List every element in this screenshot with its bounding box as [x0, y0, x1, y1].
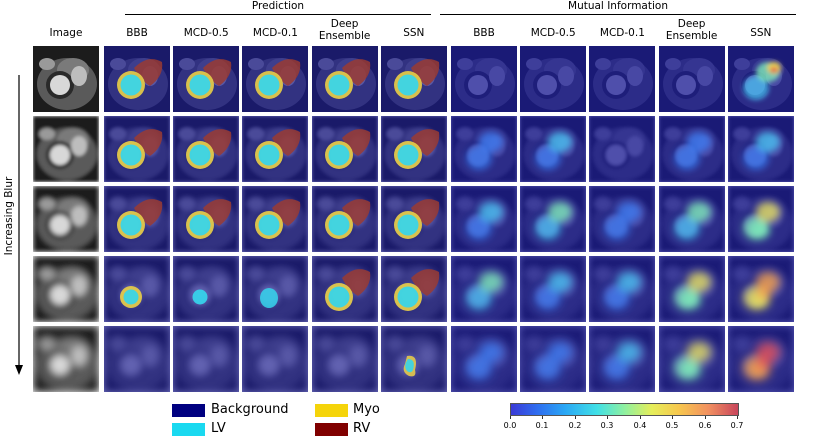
mutual-information-group-underline	[440, 14, 796, 15]
colorbar-tick-label: 0.5	[665, 421, 679, 430]
column-header-prediction-bbb: BBB	[126, 27, 148, 39]
colorbar-tick-label: 0.0	[503, 421, 517, 430]
colorbar-tick-label: 0.3	[600, 421, 614, 430]
prediction-group-underline	[125, 14, 431, 15]
mutual-information-cell	[659, 116, 725, 182]
colorbar-tick-mark	[575, 416, 576, 419]
prediction-cell	[173, 116, 239, 182]
prediction-cell	[242, 116, 308, 182]
mutual-information-cell	[728, 256, 794, 322]
column-header-mi-ssn: SSN	[750, 27, 772, 39]
legend-label-myo: Myo	[353, 402, 380, 417]
mutual-information-cell	[589, 116, 655, 182]
column-header-prediction-mcd-0-1: MCD-0.1	[252, 27, 298, 39]
image-cell	[33, 256, 99, 322]
column-header-prediction-deep-ensemble: Deep Ensemble	[318, 18, 371, 42]
colorbar-tick-mark	[640, 416, 641, 419]
colorbar-tick-mark	[607, 416, 608, 419]
prediction-cell	[104, 116, 170, 182]
mutual-information-cell	[451, 116, 517, 182]
increasing-blur-arrow	[15, 75, 23, 375]
prediction-cell	[381, 256, 447, 322]
mutual-information-group-label: Mutual Information	[568, 0, 668, 12]
prediction-cell	[312, 256, 378, 322]
prediction-cell	[242, 256, 308, 322]
mutual-information-cell	[451, 186, 517, 252]
mutual-information-cell	[659, 326, 725, 392]
prediction-group-label: Prediction	[251, 0, 305, 12]
column-header-mi-mcd-0-1: MCD-0.1	[599, 27, 645, 39]
mutual-information-cell	[728, 186, 794, 252]
colorbar-tick-label: 0.7	[730, 421, 744, 430]
mutual-information-cell	[520, 116, 586, 182]
prediction-cell	[242, 186, 308, 252]
prediction-cell	[242, 46, 308, 112]
legend-label-lv: LV	[211, 421, 226, 436]
image-cell	[33, 46, 99, 112]
legend-label-rv: RV	[353, 421, 371, 436]
colorbar-tick-mark	[542, 416, 543, 419]
mutual-information-cell	[589, 256, 655, 322]
mutual-information-cell	[728, 46, 794, 112]
prediction-cell	[173, 46, 239, 112]
prediction-cell	[381, 326, 447, 392]
legend-swatch-rv	[315, 423, 348, 436]
colorbar-tick-mark	[510, 416, 511, 419]
mutual-information-cell	[451, 46, 517, 112]
mutual-information-cell	[659, 186, 725, 252]
prediction-cell	[312, 116, 378, 182]
prediction-cell	[173, 256, 239, 322]
colorbar-tick-mark	[705, 416, 706, 419]
legend-swatch-background	[172, 404, 205, 417]
image-cell	[33, 116, 99, 182]
column-header-prediction-mcd-0-5: MCD-0.5	[183, 27, 229, 39]
image-cell	[33, 326, 99, 392]
prediction-cell	[104, 256, 170, 322]
colorbar	[510, 403, 739, 416]
colorbar-tick-label: 0.6	[698, 421, 712, 430]
prediction-cell	[242, 326, 308, 392]
mutual-information-cell	[451, 256, 517, 322]
colorbar-tick-label: 0.4	[633, 421, 647, 430]
colorbar-tick-label: 0.2	[568, 421, 582, 430]
prediction-cell	[381, 116, 447, 182]
prediction-cell	[173, 326, 239, 392]
prediction-cell	[104, 326, 170, 392]
colorbar-tick-mark	[672, 416, 673, 419]
image-cell	[33, 186, 99, 252]
legend-label-background: Background	[211, 402, 289, 417]
mutual-information-cell	[728, 116, 794, 182]
mutual-information-cell	[520, 186, 586, 252]
column-header-mi-bbb: BBB	[473, 27, 495, 39]
mutual-information-cell	[589, 326, 655, 392]
prediction-cell	[104, 46, 170, 112]
mutual-information-cell	[520, 46, 586, 112]
column-header-mi-mcd-0-5: MCD-0.5	[530, 27, 576, 39]
mutual-information-cell	[589, 46, 655, 112]
column-header-prediction-ssn: SSN	[403, 27, 425, 39]
mutual-information-cell	[659, 256, 725, 322]
prediction-cell	[381, 186, 447, 252]
mutual-information-cell	[589, 186, 655, 252]
mutual-information-cell	[520, 326, 586, 392]
colorbar-tick-mark	[737, 416, 738, 419]
mutual-information-cell	[451, 326, 517, 392]
column-header-image: Image	[49, 27, 83, 39]
mutual-information-cell	[659, 46, 725, 112]
prediction-cell	[381, 46, 447, 112]
mutual-information-cell	[520, 256, 586, 322]
prediction-cell	[312, 326, 378, 392]
mutual-information-cell	[728, 326, 794, 392]
prediction-cell	[173, 186, 239, 252]
legend-swatch-lv	[172, 423, 205, 436]
legend-swatch-myo	[315, 404, 348, 417]
colorbar-tick-label: 0.1	[535, 421, 549, 430]
prediction-cell	[104, 186, 170, 252]
prediction-cell	[312, 186, 378, 252]
column-header-mi-deep-ensemble: Deep Ensemble	[665, 18, 718, 42]
prediction-cell	[312, 46, 378, 112]
